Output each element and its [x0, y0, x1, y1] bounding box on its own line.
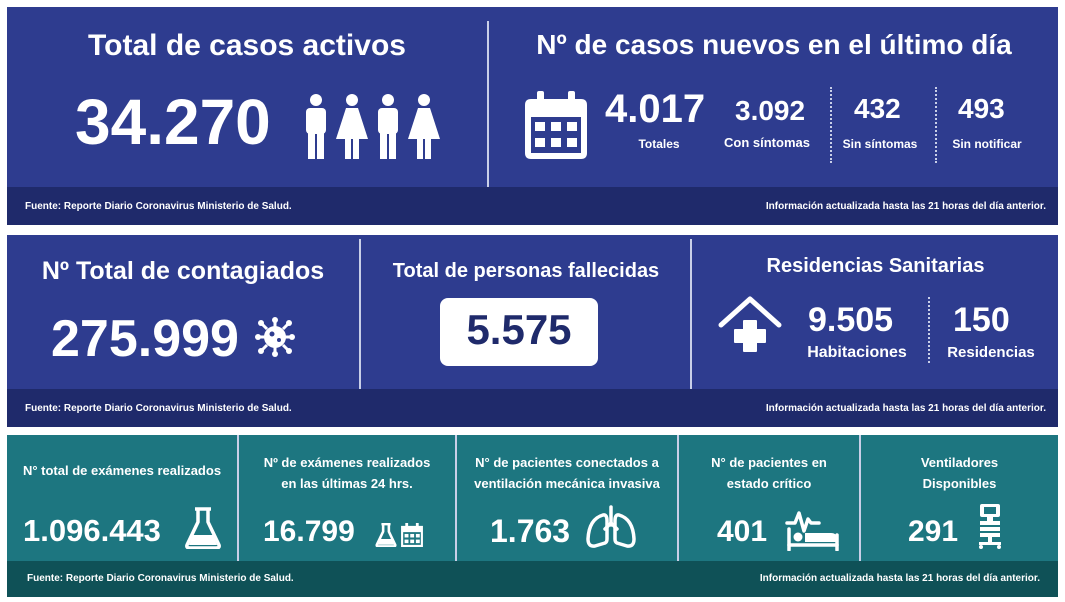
- house-medical-icon: [718, 296, 782, 352]
- residences-value: 150: [953, 301, 1010, 339]
- source-text: Fuente: Reporte Diario Coronavirus Minis…: [27, 573, 294, 584]
- critical-value: 401: [717, 515, 768, 548]
- new-asymptomatic-value: 432: [854, 93, 901, 124]
- residences-title: Residencias Sanitarias: [766, 255, 985, 277]
- female-icon: [336, 94, 368, 159]
- male-icon: [306, 94, 326, 159]
- male-icon: [378, 94, 398, 159]
- tests-24h-value: 16.799: [263, 515, 355, 548]
- update-text: Información actualizada hasta las 21 hor…: [765, 201, 1046, 212]
- divider: [359, 239, 361, 389]
- rooms-value: 9.505: [808, 301, 894, 339]
- total-infected-value: 275.999: [51, 310, 239, 368]
- ventilators-title-2: Disponibles: [922, 476, 997, 491]
- source-text: Fuente: Reporte Diario Coronavirus Minis…: [25, 403, 292, 414]
- divider: [830, 87, 832, 163]
- deaths-title: Total de personas fallecidas: [392, 260, 660, 282]
- divider: [455, 435, 457, 561]
- row1-footer: Fuente: Reporte Diario Coronavirus Minis…: [7, 187, 1058, 225]
- ventilated-value: 1.763: [490, 513, 571, 549]
- new-total-value: 4.017: [605, 87, 706, 131]
- row3-panel: N° total de exámenes realizados 1.096.44…: [7, 435, 1058, 597]
- calendar-icon: [525, 91, 587, 159]
- new-cases-title: Nº de casos nuevos en el último día: [536, 29, 1012, 60]
- ventilated-title-1: N° de pacientes conectados a: [475, 455, 659, 470]
- row2-panel: Nº Total de contagiados 275.999 Total de…: [7, 235, 1058, 427]
- divider: [690, 239, 692, 389]
- divider: [859, 435, 861, 561]
- row3-footer: Fuente: Reporte Diario Coronavirus Minis…: [7, 561, 1058, 597]
- row2-footer: Fuente: Reporte Diario Coronavirus Minis…: [7, 389, 1058, 427]
- deaths-value: 5.575: [466, 306, 572, 353]
- residences-label: Residencias: [947, 344, 1035, 361]
- active-cases-value: 34.270: [75, 86, 271, 158]
- row1-panel: Total de casos activos 34.270 Nº de caso…: [7, 7, 1058, 225]
- rooms-label: Habitaciones: [807, 344, 907, 361]
- divider: [237, 435, 239, 561]
- calendar-icon: [401, 523, 423, 547]
- ventilators-value: 291: [908, 515, 959, 548]
- critical-title-1: N° de pacientes en: [711, 455, 827, 470]
- lungs-icon: [586, 505, 636, 548]
- new-unreported-label: Sin notificar: [952, 137, 1022, 151]
- tests-24h-title-1: Nº de exámenes realizados: [263, 455, 431, 470]
- ventilator-icon: [979, 504, 1001, 549]
- hospital-bed-icon: [785, 511, 839, 551]
- critical-title-2: estado crítico: [726, 476, 812, 491]
- flask-icon: [375, 523, 397, 547]
- new-symptomatic-label: Con síntomas: [724, 135, 810, 150]
- flask-icon: [185, 507, 221, 549]
- divider: [935, 87, 937, 163]
- ventilators-title-1: Ventiladores: [920, 455, 999, 470]
- total-infected-title: Nº Total de contagiados: [41, 257, 325, 285]
- female-icon: [408, 94, 440, 159]
- new-symptomatic-value: 3.092: [735, 95, 806, 126]
- deaths-box: 5.575: [440, 298, 598, 366]
- total-tests-title: N° total de exámenes realizados: [22, 463, 222, 478]
- tests-24h-title-2: en las últimas 24 hrs.: [281, 476, 413, 491]
- new-unreported-value: 493: [958, 93, 1005, 124]
- total-tests-value: 1.096.443: [23, 513, 161, 548]
- active-cases-title: Total de casos activos: [88, 29, 406, 62]
- divider: [928, 297, 930, 363]
- people-icons: [306, 94, 440, 159]
- virus-icon: [255, 317, 295, 357]
- divider: [487, 21, 489, 187]
- new-total-label: Totales: [638, 137, 680, 151]
- update-text: Información actualizada hasta las 21 hor…: [759, 573, 1040, 584]
- ventilated-title-2: ventilación mecánica invasiva: [474, 476, 660, 491]
- source-text: Fuente: Reporte Diario Coronavirus Minis…: [25, 201, 292, 212]
- new-asymptomatic-label: Sin síntomas: [842, 137, 918, 151]
- update-text: Información actualizada hasta las 21 hor…: [765, 403, 1046, 414]
- divider: [677, 435, 679, 561]
